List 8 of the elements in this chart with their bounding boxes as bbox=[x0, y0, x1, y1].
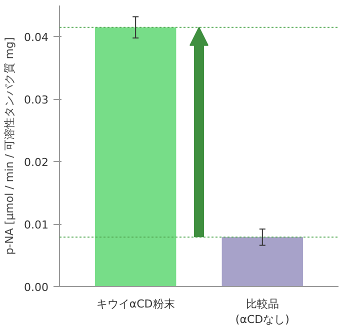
y-tick-label: 0.01 bbox=[24, 218, 49, 232]
y-tick-label: 0.03 bbox=[24, 94, 49, 107]
y-axis-title: p-NA [µmol / min / 可溶性タンパク質 mg] bbox=[3, 37, 16, 255]
y-tick-label: 0.04 bbox=[24, 31, 49, 44]
y-tick-label: 0.00 bbox=[24, 281, 49, 294]
x-tick-label: 比較品 (αCDなし) bbox=[235, 298, 290, 326]
x-tick-label: キウイαCD粉末 bbox=[96, 298, 175, 310]
y-tick-label: 0.02 bbox=[24, 156, 49, 170]
